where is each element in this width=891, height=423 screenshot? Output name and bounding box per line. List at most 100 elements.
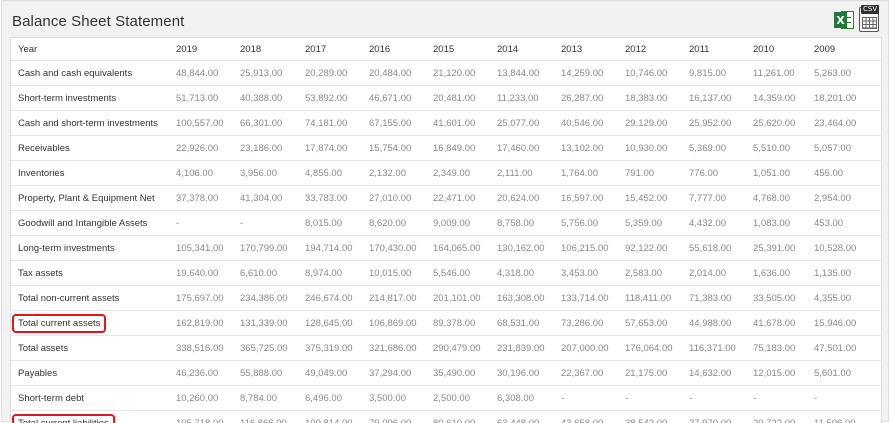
table-cell: 116,371.00 — [689, 336, 753, 361]
table-cell: 8,015.00 — [305, 211, 369, 236]
table-cell: 455.00 — [814, 161, 881, 186]
table-cell: 9,815.00 — [689, 61, 753, 86]
table-cell: - — [753, 386, 814, 411]
table-cell: 25,952.00 — [689, 111, 753, 136]
table-cell: 201,101.00 — [433, 286, 497, 311]
table-cell: 53,892.00 — [305, 86, 369, 111]
row-label-cell: Total current liabilities — [11, 411, 176, 423]
column-header-2017: 2017 — [305, 38, 369, 61]
table-cell: 163,308.00 — [497, 286, 561, 311]
table-cell: 3,453.00 — [561, 261, 625, 286]
table-cell: 48,844.00 — [176, 61, 240, 86]
row-label-cell: Payables — [11, 361, 176, 386]
row-label-cell: Total non-current assets — [11, 286, 176, 311]
table-cell: 10,260.00 — [176, 386, 240, 411]
table-cell: 100,814.00 — [305, 411, 369, 423]
column-header-year: Year — [11, 38, 176, 61]
table-cell: 25,077.00 — [497, 111, 561, 136]
table-cell: 2,132.00 — [369, 161, 433, 186]
table-cell: 3,956.00 — [240, 161, 305, 186]
table-cell: 791.00 — [625, 161, 689, 186]
table-cell: 12,015.00 — [753, 361, 814, 386]
column-header-2009: 2009 — [814, 38, 881, 61]
table-cell: 10,528.00 — [814, 236, 881, 261]
row-label-cell: Goodwill and Intangible Assets — [11, 211, 176, 236]
table-cell: 17,874.00 — [305, 136, 369, 161]
table-cell: 128,645.00 — [305, 311, 369, 336]
table-cell: 453.00 — [814, 211, 881, 236]
table-cell: 16,597.00 — [561, 186, 625, 211]
table-cell: 321,686.00 — [369, 336, 433, 361]
table-cell: 79,006.00 — [369, 411, 433, 423]
csv-export-icon[interactable]: CSV — [858, 5, 880, 33]
table-cell: 106,215.00 — [561, 236, 625, 261]
table-cell: 1,135.00 — [814, 261, 881, 286]
column-header-2016: 2016 — [369, 38, 433, 61]
table-cell: 3,500.00 — [369, 386, 433, 411]
table-cell: 2,014.00 — [689, 261, 753, 286]
table-row: Goodwill and Intangible Assets--8,015.00… — [11, 211, 881, 236]
csv-grid-shape — [862, 17, 877, 29]
table-cell: 5,369.00 — [689, 136, 753, 161]
table-cell: 6,308.00 — [497, 386, 561, 411]
table-cell: 89,378.00 — [433, 311, 497, 336]
column-header-2014: 2014 — [497, 38, 561, 61]
table-cell: 30,196.00 — [497, 361, 561, 386]
table-cell: 1,636.00 — [753, 261, 814, 286]
row-label-cell: Cash and short-term investments — [11, 111, 176, 136]
table-cell: 13,844.00 — [497, 61, 561, 86]
table-cell: 130,162.00 — [497, 236, 561, 261]
table-cell: 40,546.00 — [561, 111, 625, 136]
table-cell: 19,640.00 — [176, 261, 240, 286]
table-cell: 106,869.00 — [369, 311, 433, 336]
row-label: Cash and cash equivalents — [18, 68, 132, 79]
column-header-2012: 2012 — [625, 38, 689, 61]
table-cell: 15,946.00 — [814, 311, 881, 336]
table-cell: 246,674.00 — [305, 286, 369, 311]
row-label: Payables — [18, 368, 57, 379]
table-cell: - — [689, 386, 753, 411]
table-cell: 35,490.00 — [433, 361, 497, 386]
table-cell: 118,411.00 — [625, 286, 689, 311]
table-cell: 8,974.00 — [305, 261, 369, 286]
table-cell: 5,756.00 — [561, 211, 625, 236]
table-cell: 22,471.00 — [433, 186, 497, 211]
table-cell: 22,926.00 — [176, 136, 240, 161]
table-cell: 17,460.00 — [497, 136, 561, 161]
row-label: Cash and short-term investments — [18, 118, 158, 129]
row-label: Short-term investments — [18, 93, 116, 104]
table-cell: 290,479.00 — [433, 336, 497, 361]
table-cell: 11,233.00 — [497, 86, 561, 111]
row-label: Receivables — [18, 143, 70, 154]
table-cell: 68,531.00 — [497, 311, 561, 336]
table-cell: 231,839.00 — [497, 336, 561, 361]
table-cell: 15,452.00 — [625, 186, 689, 211]
table-cell: 5,546.00 — [433, 261, 497, 286]
table-cell: 234,386.00 — [240, 286, 305, 311]
table-cell: 15,754.00 — [369, 136, 433, 161]
table-cell: 5,601.00 — [814, 361, 881, 386]
table-cell: 4,318.00 — [497, 261, 561, 286]
row-label-cell: Tax assets — [11, 261, 176, 286]
table-cell: 2,349.00 — [433, 161, 497, 186]
row-label: Goodwill and Intangible Assets — [18, 218, 147, 229]
table-cell: 26,287.00 — [561, 86, 625, 111]
table-cell: 5,057.00 — [814, 136, 881, 161]
table-cell: 4,106.00 — [176, 161, 240, 186]
table-cell: 20,484.00 — [369, 61, 433, 86]
table-cell: 67,155.00 — [369, 111, 433, 136]
row-label-cell: Receivables — [11, 136, 176, 161]
table-cell: - — [625, 386, 689, 411]
table-cell: 105,341.00 — [176, 236, 240, 261]
excel-export-icon[interactable]: X — [834, 9, 854, 31]
table-cell: 375,319.00 — [305, 336, 369, 361]
